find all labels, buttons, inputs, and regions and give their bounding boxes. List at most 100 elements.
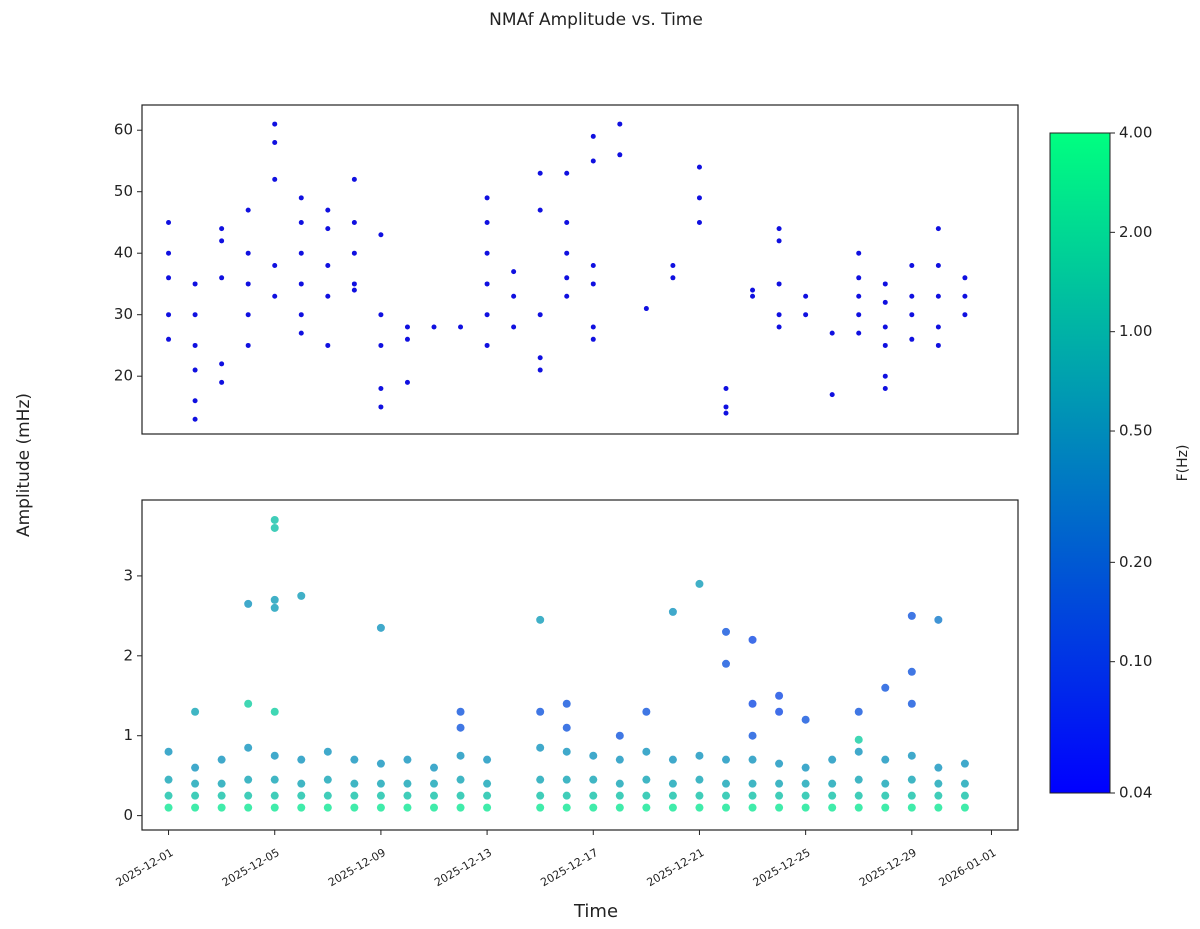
point <box>962 293 968 299</box>
point <box>403 755 412 764</box>
point <box>695 775 704 784</box>
point <box>298 281 304 287</box>
point <box>536 803 545 812</box>
point <box>801 763 810 772</box>
point <box>166 312 172 318</box>
point <box>270 595 279 604</box>
point <box>590 133 596 139</box>
point <box>297 591 306 600</box>
point <box>590 336 596 342</box>
point <box>483 755 492 764</box>
point <box>164 803 173 812</box>
point <box>484 195 490 201</box>
point <box>776 312 782 318</box>
point <box>219 379 225 385</box>
point <box>298 250 304 256</box>
point <box>881 755 890 764</box>
y-tick-label: 20 <box>114 367 133 385</box>
point <box>298 312 304 318</box>
point <box>881 803 890 812</box>
point <box>642 803 651 812</box>
point <box>882 324 888 330</box>
point <box>456 707 465 716</box>
axes-frame <box>141 104 1019 435</box>
point <box>376 623 385 632</box>
point <box>297 791 306 800</box>
point <box>537 170 543 176</box>
point <box>484 219 490 225</box>
point <box>272 293 278 299</box>
point <box>511 293 517 299</box>
point <box>325 342 331 348</box>
point <box>670 275 676 281</box>
point <box>325 226 331 232</box>
point <box>723 410 729 416</box>
point <box>828 791 837 800</box>
point <box>881 791 890 800</box>
point <box>776 226 782 232</box>
point <box>590 281 596 287</box>
point <box>164 775 173 784</box>
point <box>907 803 916 812</box>
point <box>882 342 888 348</box>
point <box>270 515 279 524</box>
point <box>166 275 172 281</box>
point <box>244 803 253 812</box>
point <box>828 803 837 812</box>
point <box>668 791 677 800</box>
point <box>456 803 465 812</box>
point <box>378 385 384 391</box>
point <box>350 755 359 764</box>
x-tick-label: 2025-12-29 <box>857 846 919 889</box>
point <box>323 791 332 800</box>
point <box>244 791 253 800</box>
point <box>856 330 862 336</box>
point <box>325 263 331 269</box>
point <box>298 219 304 225</box>
point <box>803 293 809 299</box>
point <box>748 635 757 644</box>
point <box>856 293 862 299</box>
y-tick-label: 2 <box>123 646 133 664</box>
point <box>748 803 757 812</box>
point <box>270 707 279 716</box>
point <box>881 683 890 692</box>
point <box>776 281 782 287</box>
point <box>511 324 517 330</box>
point <box>537 355 543 361</box>
point <box>801 779 810 788</box>
point <box>431 324 437 330</box>
point <box>962 275 968 281</box>
point <box>934 779 943 788</box>
point <box>696 164 702 170</box>
point <box>722 791 730 800</box>
point <box>192 398 198 404</box>
point <box>483 779 492 788</box>
colorbar-tick-label: 4.00 <box>1119 124 1152 142</box>
point <box>376 779 385 788</box>
figure-title: NMAf Amplitude vs. Time <box>489 10 703 30</box>
point <box>856 250 862 256</box>
point <box>166 250 172 256</box>
point <box>856 275 862 281</box>
point <box>615 803 624 812</box>
point <box>775 803 784 812</box>
point <box>696 195 702 201</box>
point <box>695 751 704 760</box>
point <box>244 743 253 752</box>
point <box>376 791 385 800</box>
point <box>829 330 835 336</box>
point <box>882 373 888 379</box>
point <box>219 226 225 232</box>
point <box>272 176 278 182</box>
x-tick-label: 2025-12-17 <box>538 846 600 889</box>
y-tick-label: 50 <box>114 182 133 200</box>
point <box>430 803 438 812</box>
point <box>775 779 784 788</box>
point <box>854 735 863 744</box>
point <box>217 791 226 800</box>
x-tick-label: 2026-01-01 <box>937 846 999 889</box>
point <box>192 367 198 373</box>
point <box>935 293 941 299</box>
